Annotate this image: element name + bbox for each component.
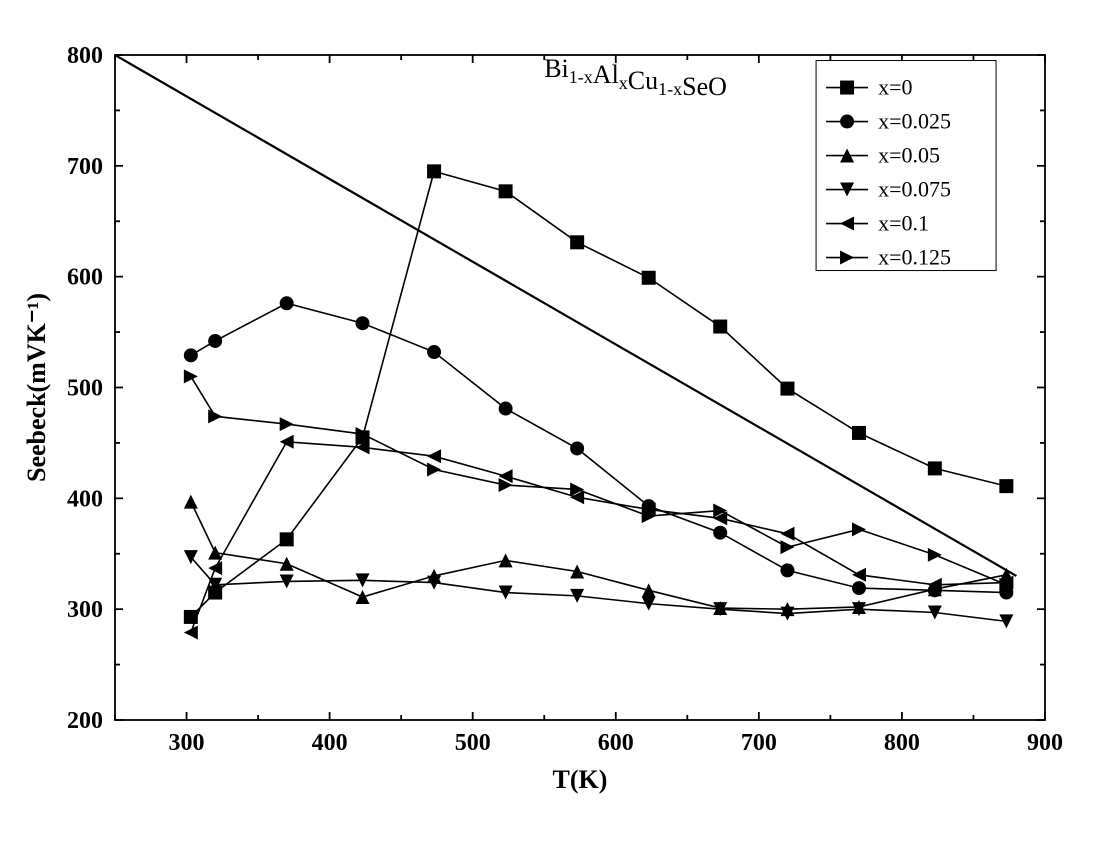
- marker-square: [852, 426, 866, 440]
- legend-label: x=0.05: [878, 143, 940, 168]
- marker-square: [642, 271, 656, 285]
- marker-circle: [713, 526, 727, 540]
- y-tick-label: 800: [67, 43, 103, 69]
- x-tick-label: 600: [598, 730, 634, 756]
- y-tick-label: 700: [67, 154, 103, 180]
- x-tick-label: 500: [455, 730, 491, 756]
- marker-circle: [840, 115, 854, 129]
- legend: x=0 x=0.025 x=0.05 x=0.075 x=0.1 x=0.125: [816, 61, 996, 271]
- marker-circle: [427, 345, 441, 359]
- y-axis-label: Seebeck(mVK⁻¹): [22, 293, 51, 482]
- marker-circle: [499, 402, 513, 416]
- marker-square: [999, 479, 1013, 493]
- marker-square: [184, 610, 198, 624]
- marker-square: [570, 235, 584, 249]
- x-tick-label: 900: [1027, 730, 1063, 756]
- y-tick-label: 400: [67, 486, 103, 512]
- y-tick-label: 300: [67, 597, 103, 623]
- legend-label: x=0: [878, 75, 912, 100]
- seebeck-chart: 300 400 500 600 700 800 900 200 300 400 500 600 700 8…: [0, 0, 1115, 848]
- marker-circle: [184, 348, 198, 362]
- marker-square: [427, 164, 441, 178]
- y-tick-label: 500: [67, 376, 103, 402]
- y-tick-label: 200: [67, 708, 103, 734]
- marker-square: [780, 382, 794, 396]
- y-tick-label: 600: [67, 265, 103, 291]
- marker-square: [840, 81, 854, 95]
- marker-circle: [356, 316, 370, 330]
- x-tick-label: 300: [169, 730, 205, 756]
- marker-square: [713, 320, 727, 334]
- marker-square: [928, 461, 942, 475]
- x-axis-label: T(K): [553, 765, 608, 794]
- marker-circle: [280, 296, 294, 310]
- chart-container: 300 400 500 600 700 800 900 200 300 400 500 600 700 8…: [0, 0, 1115, 848]
- legend-label: x=0.025: [878, 109, 951, 134]
- marker-circle: [208, 334, 222, 348]
- legend-label: x=0.125: [878, 245, 951, 270]
- x-tick-label: 800: [884, 730, 920, 756]
- x-tick-label: 400: [312, 730, 348, 756]
- marker-circle: [570, 441, 584, 455]
- legend-label: x=0.075: [878, 177, 951, 202]
- marker-circle: [852, 581, 866, 595]
- legend-label: x=0.1: [878, 211, 929, 236]
- x-tick-label: 700: [741, 730, 777, 756]
- marker-square: [280, 532, 294, 546]
- marker-square: [499, 184, 513, 198]
- marker-circle: [780, 563, 794, 577]
